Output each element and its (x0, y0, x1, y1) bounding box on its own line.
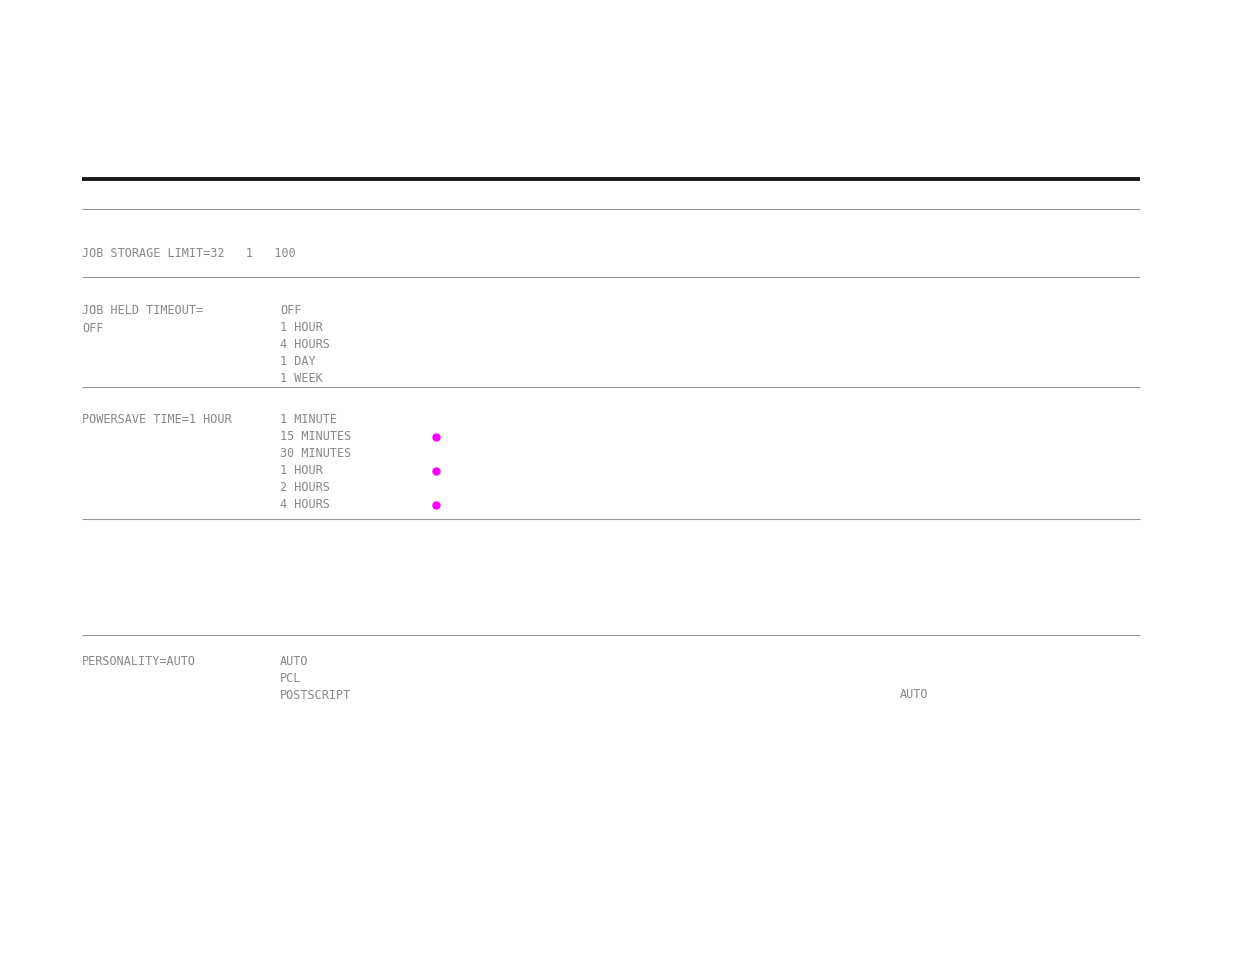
Text: JOB HELD TIMEOUT=: JOB HELD TIMEOUT= (82, 304, 203, 316)
Text: PCL: PCL (280, 671, 301, 684)
Text: JOB STORAGE LIMIT=32   1   100: JOB STORAGE LIMIT=32 1 100 (82, 247, 295, 260)
Text: PERSONALITY=AUTO: PERSONALITY=AUTO (82, 655, 196, 667)
Text: POSTSCRIPT: POSTSCRIPT (280, 688, 351, 701)
Text: 30 MINUTES: 30 MINUTES (280, 447, 351, 459)
Text: OFF: OFF (280, 304, 301, 316)
Text: OFF: OFF (82, 322, 104, 335)
Text: 1 WEEK: 1 WEEK (280, 372, 322, 385)
Text: AUTO: AUTO (280, 655, 309, 667)
Text: POWERSAVE TIME=1 HOUR: POWERSAVE TIME=1 HOUR (82, 413, 232, 426)
Text: 15 MINUTES: 15 MINUTES (280, 430, 351, 442)
Text: 2 HOURS: 2 HOURS (280, 480, 330, 494)
Text: 1 MINUTE: 1 MINUTE (280, 413, 337, 426)
Text: 1 HOUR: 1 HOUR (280, 320, 322, 334)
Text: 4 HOURS: 4 HOURS (280, 497, 330, 511)
Text: AUTO: AUTO (900, 687, 929, 700)
Text: 1 HOUR: 1 HOUR (280, 463, 322, 476)
Text: 4 HOURS: 4 HOURS (280, 337, 330, 351)
Text: 1 DAY: 1 DAY (280, 355, 316, 368)
